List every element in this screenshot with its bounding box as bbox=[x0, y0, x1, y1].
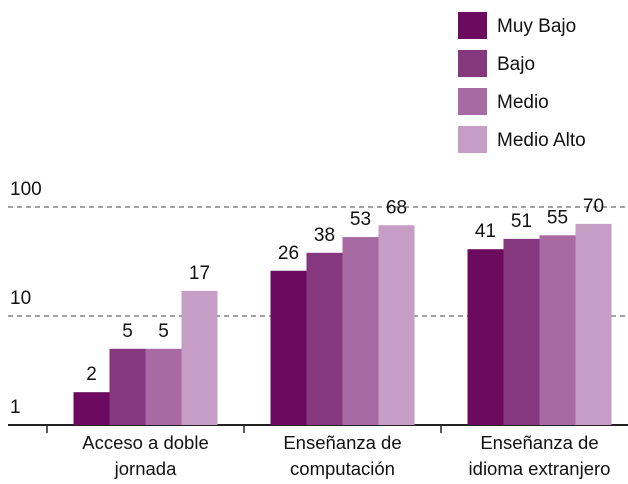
legend-label: Muy Bajo bbox=[497, 16, 576, 37]
y-tick-label: 10 bbox=[10, 288, 31, 309]
y-tick-label: 100 bbox=[10, 179, 42, 200]
bar bbox=[270, 270, 307, 425]
bar bbox=[145, 348, 182, 425]
legend-label: Medio Alto bbox=[497, 130, 586, 151]
data-label: 53 bbox=[350, 209, 371, 230]
bar bbox=[73, 392, 110, 425]
bar bbox=[378, 225, 415, 425]
bar bbox=[467, 249, 504, 425]
legend-swatch bbox=[458, 126, 487, 153]
bar bbox=[575, 223, 612, 425]
legend-swatch bbox=[458, 88, 487, 115]
legend-swatch bbox=[458, 50, 487, 77]
legend-label: Bajo bbox=[497, 54, 535, 75]
x-tick-label: Enseñanza de idioma extranjero bbox=[468, 432, 611, 479]
data-label: 70 bbox=[583, 196, 604, 217]
legend-swatch bbox=[458, 12, 487, 39]
data-label: 26 bbox=[278, 243, 299, 264]
x-tick-label: Enseñanza de computación bbox=[283, 432, 402, 479]
bar bbox=[109, 348, 146, 425]
bar bbox=[539, 235, 576, 425]
bar bbox=[342, 237, 379, 425]
data-label: 5 bbox=[158, 321, 169, 342]
bar bbox=[181, 290, 218, 425]
y-tick-label: 1 bbox=[10, 397, 21, 418]
data-label: 2 bbox=[86, 364, 97, 385]
x-tick-label: Acceso a doble jornada bbox=[82, 432, 209, 479]
data-label: 38 bbox=[314, 225, 335, 246]
legend-label: Medio bbox=[497, 92, 549, 113]
data-label: 68 bbox=[386, 197, 407, 218]
data-label: 51 bbox=[511, 211, 532, 232]
bar bbox=[306, 252, 343, 425]
data-label: 55 bbox=[547, 207, 568, 228]
data-label: 41 bbox=[475, 221, 496, 242]
data-label: 17 bbox=[189, 263, 210, 284]
bar bbox=[503, 238, 540, 425]
data-label: 5 bbox=[122, 321, 133, 342]
